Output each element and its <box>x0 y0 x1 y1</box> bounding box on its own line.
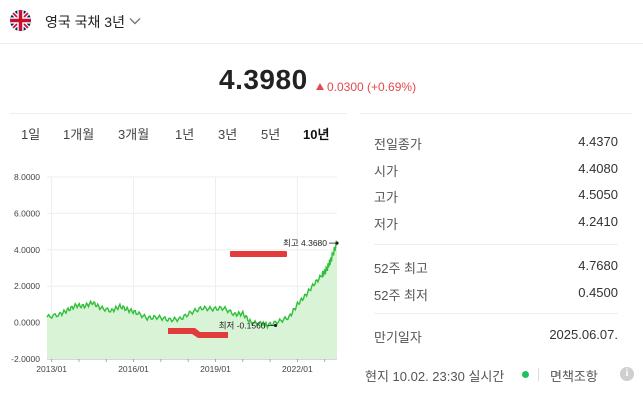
stat-52w-high: 52주 최고 4.7680 <box>374 258 618 278</box>
y-tick-label: 6.0000 <box>14 208 40 218</box>
tab-1d[interactable]: 1일 <box>21 127 41 142</box>
chart-panel: 1일 1개월 3개월 1년 3년 5년 10년 <box>10 113 347 400</box>
live-indicator-icon <box>522 371 529 378</box>
stat-open: 시가 4.4080 <box>374 161 618 181</box>
stat-maturity: 만기일자 2025.06.07. <box>374 327 618 347</box>
stats-panel: 전일종가 4.4370 시가 4.4080 고가 4.5050 저가 4.241… <box>360 113 632 363</box>
stat-value: 4.4370 <box>578 134 618 149</box>
instrument-title[interactable]: 영국 국채 3년 <box>45 14 125 30</box>
stat-value: 0.4500 <box>578 285 618 300</box>
period-tabs: 1일 1개월 3개월 1년 3년 5년 10년 <box>10 124 347 146</box>
uk-flag-icon <box>10 10 31 31</box>
y-tick-label: 4.0000 <box>14 245 40 255</box>
stat-value: 4.7680 <box>578 258 618 273</box>
high-marker-dot <box>335 241 339 245</box>
tab-5y[interactable]: 5년 <box>261 127 281 142</box>
y-tick-label: 0.0000 <box>14 318 40 328</box>
footer: 현지 10.02. 23:30 실시간 면책조항 i <box>365 366 640 386</box>
separator <box>538 368 539 381</box>
low-marker-dot <box>273 323 278 328</box>
highlight-bar <box>168 328 228 338</box>
y-tick-label: 2.0000 <box>14 281 40 291</box>
price-area-fill <box>47 241 337 359</box>
info-icon[interactable]: i <box>620 367 634 381</box>
tab-10y[interactable]: 10년 <box>303 127 330 142</box>
header: 영국 국채 3년 <box>0 0 643 44</box>
stat-value: 4.5050 <box>578 187 618 202</box>
divider <box>374 244 618 245</box>
highlight-bar <box>230 251 287 257</box>
price-line <box>46 239 338 330</box>
stat-prev-close: 전일종가 4.4370 <box>374 134 618 154</box>
stat-low: 저가 4.2410 <box>374 214 618 234</box>
tab-1m[interactable]: 1개월 <box>63 127 95 142</box>
stat-value: 4.2410 <box>578 214 618 229</box>
price-change: 0.0300 (+0.69%) <box>316 80 416 94</box>
tab-3y[interactable]: 3년 <box>218 127 238 142</box>
x-tick-label: 2022/01 <box>282 364 313 374</box>
live-label: 실시간 <box>468 369 505 384</box>
change-value: 0.0300 <box>327 80 364 94</box>
change-percent: (+0.69%) <box>367 80 417 94</box>
tab-1y[interactable]: 1년 <box>175 127 195 142</box>
timestamp: 현지 10.02. 23:30 실시간 <box>365 369 505 384</box>
chevron-down-icon[interactable] <box>128 14 142 28</box>
stat-high: 고가 4.5050 <box>374 187 618 207</box>
stat-label: 시가 <box>374 164 398 179</box>
current-price: 4.3980 <box>219 64 308 95</box>
x-tick-label: 2013/01 <box>36 364 67 374</box>
price-row: 4.3980 0.0300 (+0.69%) <box>0 62 643 102</box>
stat-label: 고가 <box>374 190 398 205</box>
stat-value: 2025.06.07. <box>549 327 618 342</box>
low-annotation-label: 최저 -0.1560 <box>219 320 266 330</box>
y-tick-label: -2.0000 <box>11 354 40 364</box>
stat-52w-low: 52주 최저 0.4500 <box>374 285 618 305</box>
divider <box>374 313 618 314</box>
x-tick-label: 2019/01 <box>200 364 231 374</box>
disclaimer-link[interactable]: 면책조항 <box>550 369 598 384</box>
stat-label: 52주 최저 <box>374 288 428 303</box>
x-tick-label: 2016/01 <box>118 364 149 374</box>
stat-value: 4.4080 <box>578 161 618 176</box>
y-tick-label: 8.0000 <box>14 172 40 182</box>
tab-3m[interactable]: 3개월 <box>118 127 150 142</box>
stat-label: 52주 최고 <box>374 261 428 276</box>
stat-label: 만기일자 <box>374 330 422 345</box>
stat-label: 전일종가 <box>374 137 422 152</box>
price-chart[interactable]: 8.00006.00004.00002.00000.0000-2.0000201… <box>0 168 345 376</box>
up-triangle-icon <box>316 83 324 90</box>
stat-label: 저가 <box>374 217 398 232</box>
high-annotation-label: 최고 4.3680 <box>283 238 327 248</box>
